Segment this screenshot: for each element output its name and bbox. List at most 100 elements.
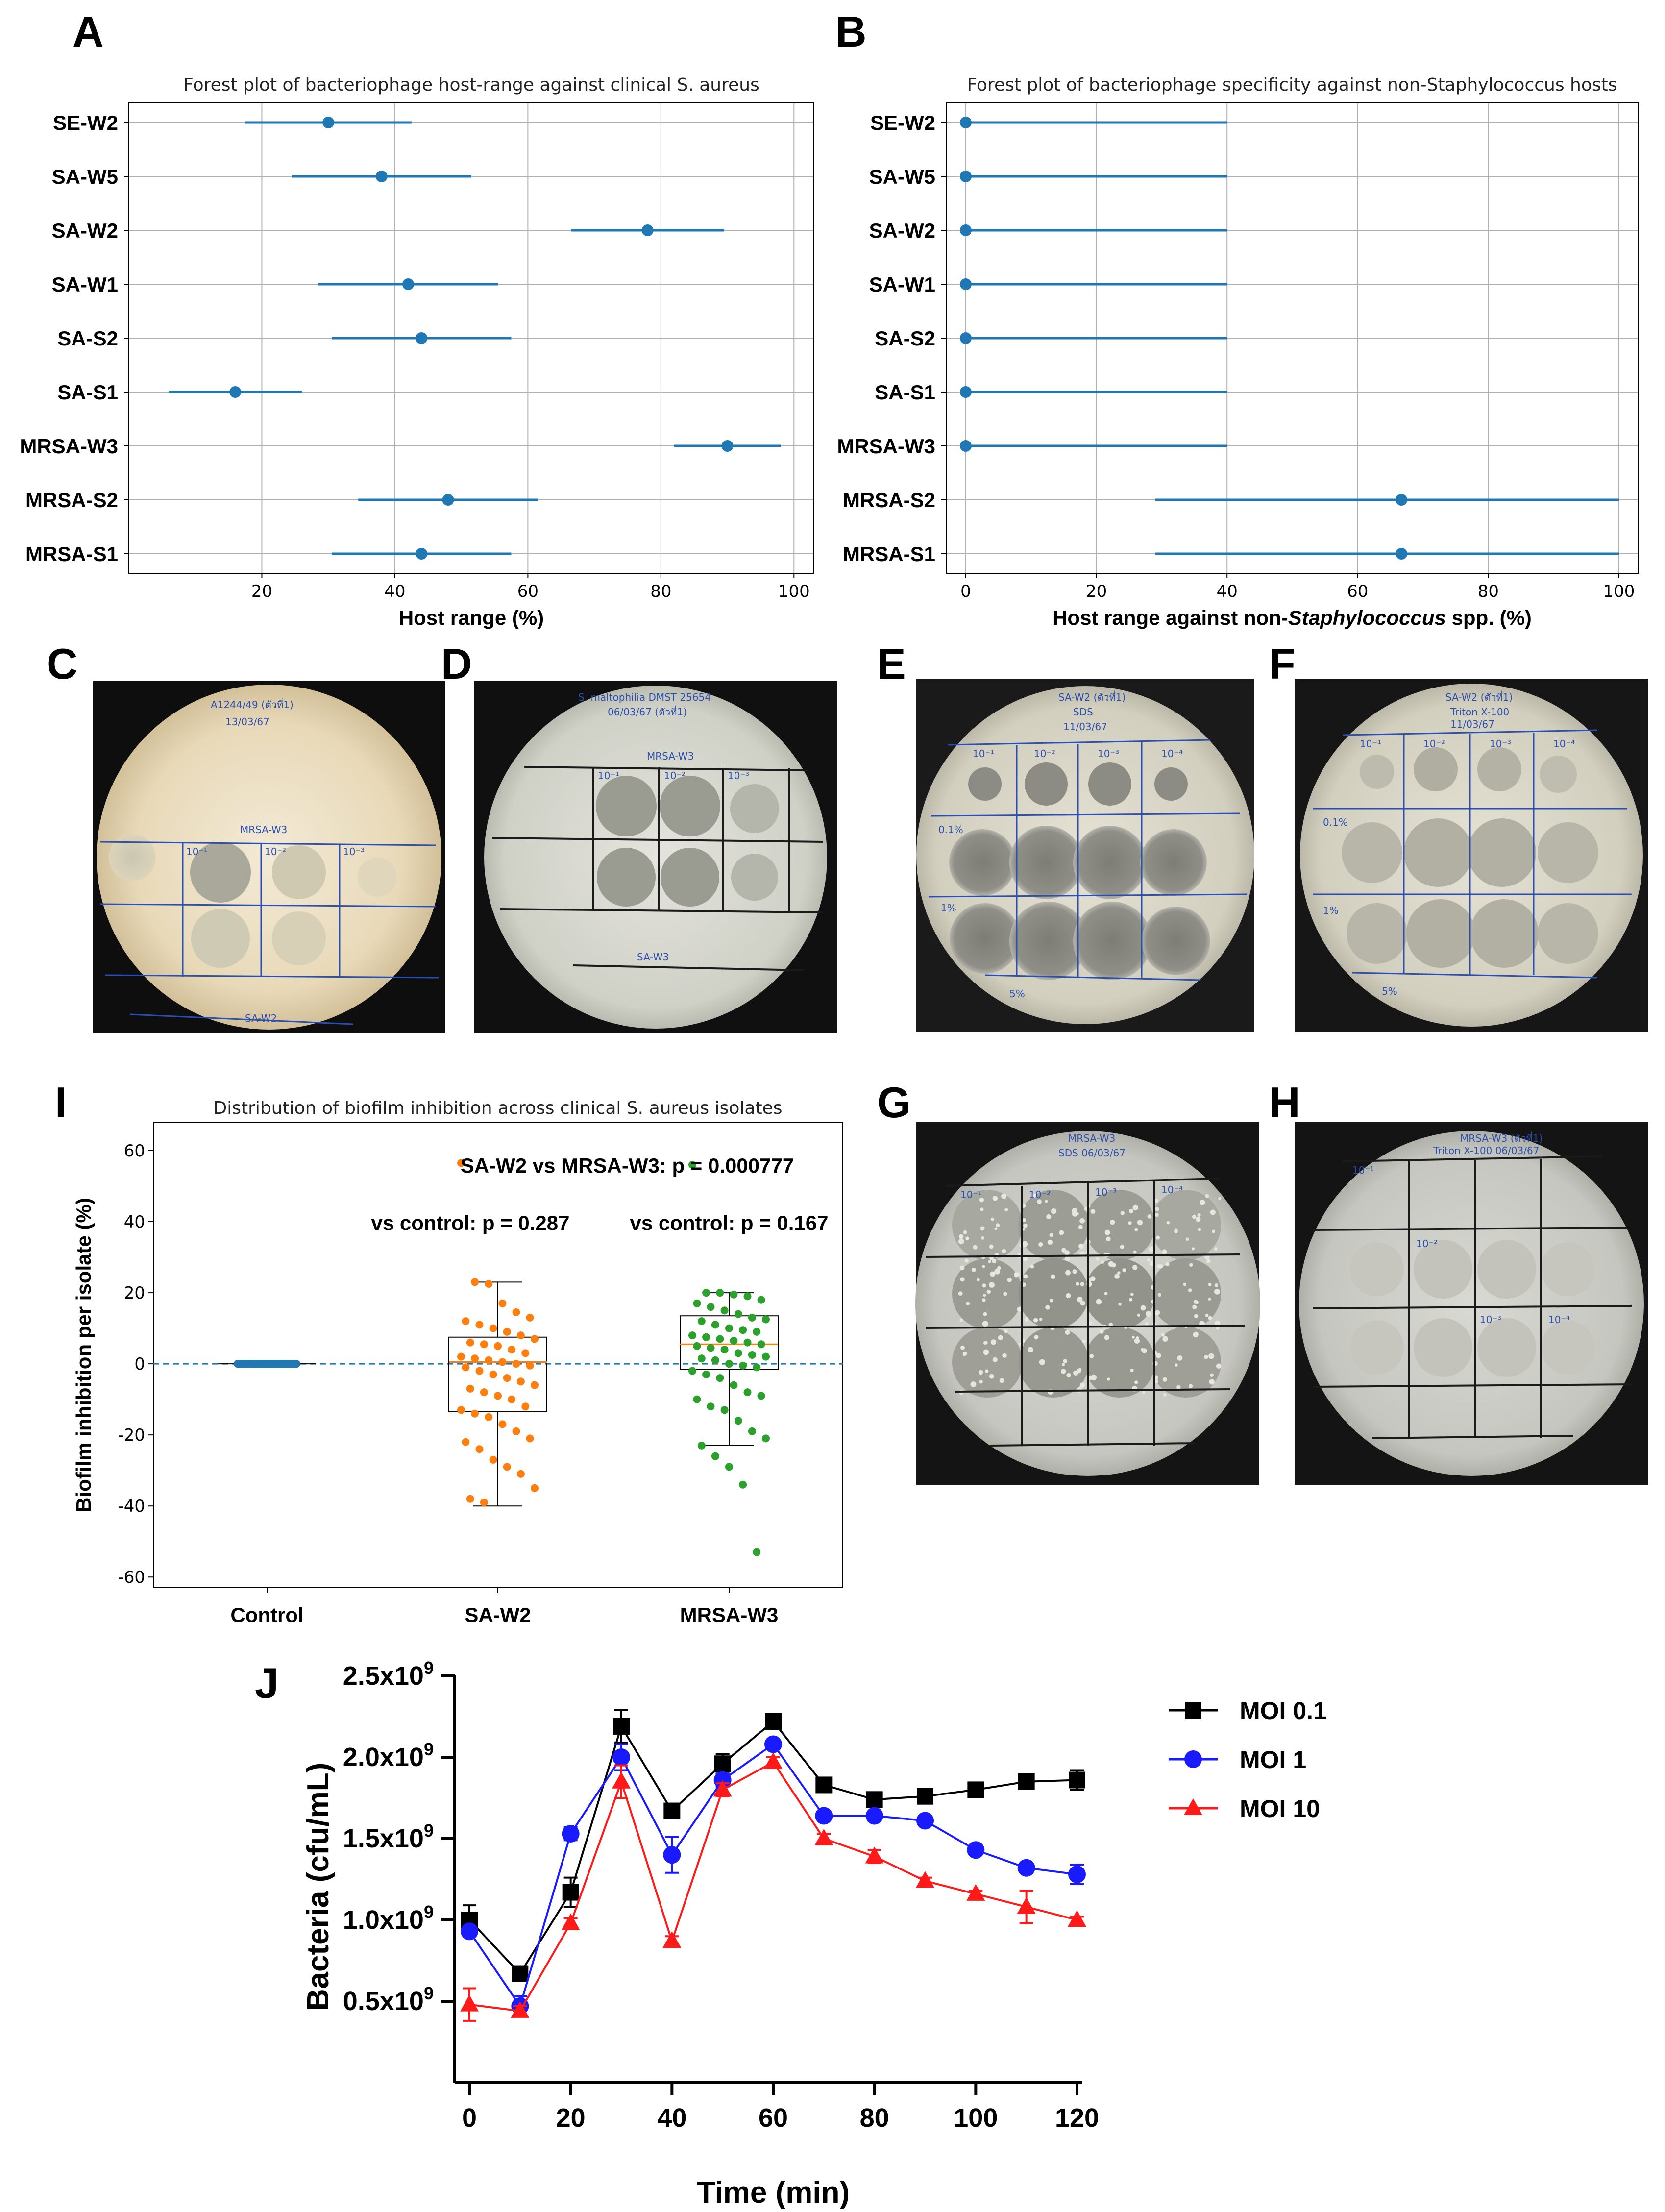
colony	[1176, 1385, 1181, 1390]
colony	[1065, 1270, 1071, 1276]
series-moi-1	[461, 1735, 1086, 2017]
colony	[1096, 1299, 1102, 1305]
point-sa-w2	[475, 1321, 484, 1329]
point-sa-w2	[531, 1335, 539, 1343]
plaque	[1414, 1318, 1472, 1377]
y-tick-label-exponent: 9	[424, 1983, 434, 2003]
point-sa-w2	[498, 1358, 507, 1366]
colony	[980, 1207, 984, 1211]
colony	[1118, 1303, 1122, 1306]
colony	[1147, 1214, 1152, 1219]
colony	[1192, 1304, 1197, 1309]
plaque	[272, 911, 326, 965]
colony	[990, 1339, 996, 1345]
colony	[1030, 1264, 1034, 1269]
point-sa-w2	[516, 1377, 525, 1386]
photo-f-treatment: Triton X-100	[1450, 706, 1509, 718]
colony	[1130, 1293, 1134, 1296]
colony	[1128, 1221, 1132, 1225]
colony	[994, 1227, 998, 1230]
y-tick-label: 20	[124, 1283, 145, 1303]
y-tick-label: SA-S1	[875, 381, 935, 404]
colony	[1023, 1274, 1028, 1279]
photo-e-date: 11/03/67	[1063, 721, 1107, 733]
photo-e-dil4: 10⁻⁴	[1161, 748, 1183, 760]
plaque	[1477, 1318, 1536, 1377]
point-sa-w2	[503, 1463, 511, 1471]
grid-line	[1371, 1435, 1573, 1439]
point-mrsa-w3	[753, 1327, 761, 1336]
colony	[1002, 1249, 1006, 1253]
plaque	[1018, 1258, 1089, 1329]
point-se-w2	[959, 117, 972, 128]
marker-triangle	[662, 1931, 682, 1948]
y-tick-label: 2.0x109	[343, 1739, 434, 1772]
colony	[1034, 1335, 1039, 1340]
series-line-moi-1	[468, 1743, 1077, 2009]
photo-g-plate: MRSA-W3 SDS 06/03/67 10⁻¹ 10⁻² 10⁻³ 10⁻⁴	[915, 1122, 1260, 1485]
colony	[1214, 1289, 1220, 1295]
colony	[1133, 1250, 1137, 1254]
y-tick-label: 60	[124, 1141, 145, 1161]
photo-e-plate: SA-W2 (ตัวที่1) SDS 11/03/67 10⁻¹ 10⁻² 1…	[916, 679, 1254, 1032]
marker-triangle	[1017, 1897, 1036, 1914]
grid-line	[1313, 1383, 1632, 1388]
marker-triangle	[764, 1752, 783, 1769]
point-mrsa-w3	[707, 1303, 715, 1311]
point-mrsa-w3	[720, 1346, 729, 1354]
point-mrsa-w3	[720, 1306, 729, 1315]
point-sa-w2	[489, 1324, 497, 1332]
colony	[1134, 1380, 1138, 1384]
colony	[1080, 1301, 1085, 1306]
photo-c-dil3: 10⁻³	[343, 846, 365, 858]
x-tick-label: SA-W2	[465, 1603, 531, 1626]
point-sa-w1	[402, 278, 415, 290]
y-tick-label-exponent: 9	[424, 1820, 434, 1841]
colony	[1145, 1311, 1151, 1317]
photo-f-conc1: 0.1%	[1323, 816, 1348, 828]
colony	[963, 1353, 966, 1356]
photo-g-treatment: SDS 06/03/67	[1058, 1147, 1126, 1159]
point-sa-s1	[959, 386, 972, 398]
colony	[1154, 1310, 1160, 1316]
colony	[1129, 1298, 1133, 1302]
plaque	[1350, 1242, 1404, 1296]
colony	[1196, 1217, 1201, 1222]
x-tick-label: 40	[1217, 582, 1238, 601]
point-mrsa-w3	[743, 1338, 752, 1347]
point-sa-w2	[503, 1374, 511, 1382]
photo-d-plaques	[596, 776, 779, 907]
marker-square	[1185, 1702, 1201, 1719]
marker-circle	[865, 1807, 883, 1825]
point-sa-w2	[466, 1384, 474, 1393]
point-mrsa-w3	[730, 1381, 738, 1389]
plaque	[950, 903, 1020, 974]
point-sa-w2	[526, 1313, 534, 1322]
plaque	[1084, 1190, 1155, 1260]
colony	[983, 1293, 986, 1297]
colony	[983, 1349, 989, 1355]
colony	[1134, 1228, 1138, 1231]
chart-title-a: Forest plot of bacteriophage host-range …	[183, 75, 759, 95]
colony	[1156, 1264, 1161, 1268]
marker-circle	[562, 1825, 580, 1843]
point-sa-w2	[521, 1402, 530, 1411]
colony	[992, 1196, 998, 1201]
photo-f-plaques	[1342, 747, 1598, 968]
grid-line	[130, 1013, 353, 1025]
marker-circle	[663, 1846, 681, 1864]
marks-a	[169, 117, 781, 560]
colony	[1022, 1241, 1028, 1247]
photo-f-grid	[1313, 729, 1632, 979]
panel-label-a: A	[73, 7, 104, 56]
panel-label-j: J	[255, 1659, 279, 1707]
colony	[1216, 1363, 1222, 1369]
point-sa-w2	[457, 1352, 465, 1361]
colony	[1162, 1336, 1168, 1342]
colony	[1078, 1243, 1084, 1249]
grid-line	[1313, 1305, 1632, 1309]
grid-line	[105, 974, 439, 979]
colony	[1021, 1282, 1026, 1287]
colony	[1051, 1274, 1055, 1279]
